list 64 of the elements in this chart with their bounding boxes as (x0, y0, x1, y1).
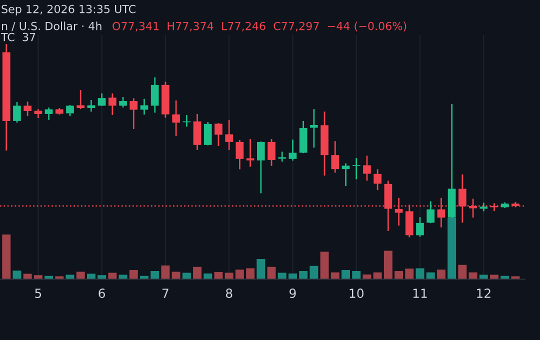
candlestick (342, 162, 350, 187)
bar (12, 270, 22, 280)
x-tick-label: 11 (413, 288, 427, 298)
x-tick-label: 8 (226, 288, 232, 298)
x-tick-label: 9 (290, 288, 296, 298)
bar (352, 271, 361, 280)
candlestick (374, 168, 382, 191)
candlestick (13, 101, 21, 124)
candlestick (405, 204, 414, 238)
bar (2, 234, 11, 280)
bar (310, 266, 318, 280)
candlestick (24, 100, 32, 117)
candlestick (426, 200, 435, 224)
x-tick-label: 12 (477, 288, 490, 298)
candlestick (44, 106, 53, 121)
candlestick (172, 100, 180, 137)
bar (436, 270, 446, 280)
candlestick (119, 96, 127, 108)
candlestick (288, 138, 297, 162)
candlestick (256, 140, 265, 194)
bar (161, 266, 170, 280)
bar (342, 270, 350, 280)
candlestick (98, 92, 106, 107)
bar (235, 270, 244, 280)
bar (172, 272, 180, 280)
candlestick (352, 157, 360, 180)
candlestick (76, 89, 85, 110)
candlestick (246, 138, 254, 168)
candlestick (268, 138, 276, 167)
bar (76, 272, 85, 280)
bar (320, 252, 329, 280)
text: O77,341 H77,374 L77,246 C77,297 −44 (−0.06%) (112, 22, 406, 32)
bar (193, 266, 202, 280)
candlestick (214, 122, 222, 147)
candlestick (363, 155, 371, 182)
bar (299, 271, 308, 280)
candlestick (236, 139, 244, 170)
bar (405, 268, 414, 280)
bar (458, 264, 467, 280)
x-tick-label: 5 (35, 288, 42, 298)
candlestick (193, 113, 202, 151)
candlestick (130, 98, 138, 130)
bar (246, 268, 255, 280)
text: TC 37 (0, 32, 36, 42)
candlestick (108, 92, 116, 116)
candlestick (225, 119, 234, 151)
text: n / U.S. Dollar · 4h (2, 22, 102, 32)
bar (267, 266, 276, 280)
candlestick (278, 151, 286, 162)
bar (394, 271, 404, 280)
bar (384, 250, 392, 280)
candlestick (204, 121, 212, 146)
candlestick (331, 140, 340, 174)
text: Sep 12, 2026 13:35 UTC (2, 4, 136, 16)
x-tick-label: 10 (350, 288, 364, 298)
candlestick (66, 104, 74, 117)
x-tick-label: 7 (162, 288, 168, 298)
x-tick-label: 6 (98, 288, 106, 298)
candlestick (416, 216, 424, 238)
bar (256, 258, 266, 280)
candlestick (310, 108, 318, 148)
candlestick (150, 76, 159, 114)
bar (150, 271, 160, 280)
bar (129, 270, 138, 280)
